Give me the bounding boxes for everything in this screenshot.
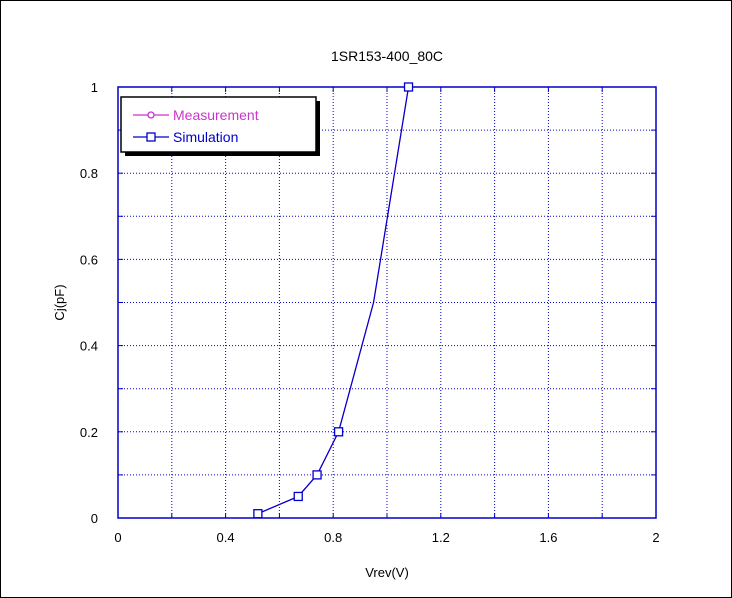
y-tick-label: 0.4: [80, 339, 98, 354]
data-point-simulation: [312, 470, 322, 480]
tick-labels: 0 0.4 0.8 1.2 1.6 2 0 0.2 0.4 0.6 0.8 1: [80, 80, 660, 545]
x-tick-label: 0: [114, 530, 121, 545]
legend-box: [120, 96, 317, 153]
data-point-simulation: [333, 427, 344, 437]
legend-label-measurement: Measurement: [173, 107, 259, 123]
x-tick-label: 1.6: [539, 530, 557, 545]
x-tick-label: 0.8: [324, 530, 342, 545]
legend-circle-marker: [147, 111, 155, 119]
y-axis-label: Cj(pF): [52, 284, 67, 320]
y-tick-label: 1: [91, 80, 98, 95]
y-tick-label: 0.2: [80, 425, 98, 440]
legend-label-simulation: Simulation: [173, 129, 238, 145]
chart-title: 1SR153-400_80C: [331, 48, 443, 64]
data-point-simulation: [403, 82, 414, 92]
y-tick-label: 0.6: [80, 252, 98, 267]
data-point-simulation: [293, 491, 303, 502]
x-tick-label: 1.2: [432, 530, 450, 545]
legend-square-marker: [146, 132, 156, 142]
x-tick-label: 2: [652, 530, 659, 545]
x-axis-label: Vrev(V): [365, 565, 409, 580]
data-point-simulation: [253, 509, 263, 519]
legend-items: Measurement Simulation: [133, 107, 259, 145]
x-tick-label: 0.4: [217, 530, 235, 545]
series-line-simulation: [257, 86, 410, 515]
y-tick-label: 0.8: [80, 166, 98, 181]
series-layer: [253, 82, 414, 519]
y-tick-label: 0: [91, 511, 98, 526]
legend: Measurement Simulation: [120, 96, 320, 156]
